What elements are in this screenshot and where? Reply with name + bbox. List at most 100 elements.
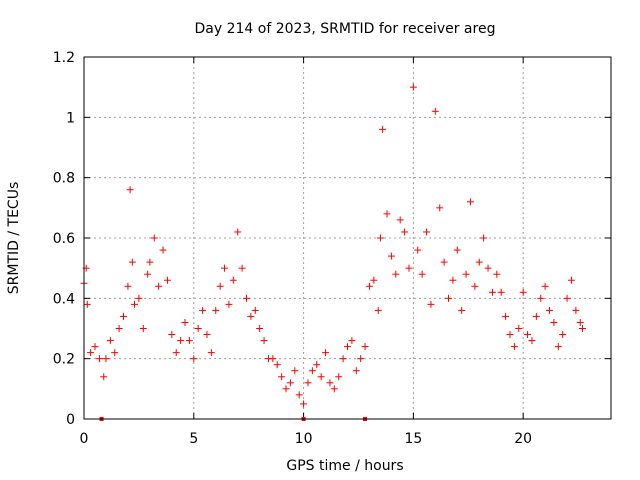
data-point [344, 343, 351, 351]
data-point [128, 258, 136, 266]
data-point [458, 306, 466, 314]
data-point [282, 385, 290, 393]
y-tick-label: 0.6 [53, 231, 75, 247]
data-point [207, 349, 215, 357]
data-point [131, 300, 139, 308]
data-point [396, 216, 404, 224]
data-point [405, 264, 413, 272]
data-point [251, 306, 259, 314]
data-point [242, 294, 250, 302]
data-point [330, 385, 338, 393]
data-point [146, 258, 154, 266]
data-point [124, 282, 132, 290]
data-point [361, 343, 369, 351]
data-point [286, 379, 294, 387]
x-axis-label: GPS time / hours [286, 458, 403, 474]
data-point [194, 325, 202, 332]
data-point [190, 355, 198, 363]
data-point [260, 337, 268, 345]
data-point [102, 355, 110, 363]
data-point [352, 367, 360, 375]
data-point [427, 300, 435, 308]
data-point [273, 361, 281, 369]
data-point [414, 246, 422, 254]
data-point [480, 234, 488, 242]
x-tick-label: 15 [404, 431, 422, 447]
tick-label-layer: 0 0.2 0.4 0.6 0.8 1 1.2 0 5 10 15 20 [53, 50, 532, 447]
data-point [559, 331, 567, 339]
data-point [466, 198, 474, 206]
data-point [357, 355, 365, 363]
data-point [83, 300, 91, 308]
data-point [365, 282, 373, 290]
data-point [471, 282, 479, 290]
data-point [379, 125, 387, 133]
data-point [256, 325, 264, 332]
data-point [497, 288, 505, 296]
data-point [453, 246, 461, 254]
data-point [510, 343, 518, 351]
data-point [572, 306, 580, 314]
data-point [120, 312, 128, 320]
data-point [436, 204, 444, 212]
data-point [418, 270, 426, 278]
data-point [567, 276, 575, 284]
data-point [524, 331, 532, 339]
data-point [532, 312, 540, 320]
data-point [374, 306, 382, 314]
data-point [326, 379, 334, 387]
data-point [181, 318, 189, 326]
chart-title: Day 214 of 2023, SRMTID for receiver are… [195, 21, 496, 37]
y-tick-label: 0 [66, 412, 75, 428]
data-point [546, 306, 554, 314]
data-point [322, 349, 330, 357]
data-point [578, 325, 586, 332]
data-point [550, 318, 558, 326]
data-point [392, 270, 400, 278]
data-point [462, 270, 470, 278]
data-point [168, 331, 176, 339]
y-tick-label: 1 [66, 110, 75, 126]
x-tick-label: 5 [189, 431, 198, 447]
data-point [199, 306, 207, 314]
data-point [376, 234, 384, 242]
data-point [159, 246, 167, 254]
data-point [484, 264, 492, 272]
data-point [317, 373, 325, 381]
data-point [387, 252, 395, 260]
data-point [506, 331, 514, 339]
y-tick-label: 0.8 [53, 171, 75, 187]
data-point [576, 318, 584, 326]
data-point [370, 276, 378, 284]
data-point [163, 276, 171, 284]
y-axis-label: SRMTID / TECUs [6, 182, 22, 295]
data-point [335, 373, 343, 381]
data-point [238, 264, 246, 272]
x-tick-label: 0 [80, 431, 89, 447]
data-point [528, 337, 536, 345]
data-point [409, 83, 417, 91]
data-point [100, 373, 108, 381]
data-point [537, 294, 545, 302]
x-tick-label: 20 [514, 431, 532, 447]
data-point [229, 276, 237, 284]
data-point [295, 391, 303, 399]
data-point [115, 325, 123, 332]
data-point [126, 186, 134, 194]
data-point [554, 343, 562, 351]
data-point [221, 264, 229, 272]
data-point [150, 234, 158, 242]
y-tick-label: 1.2 [53, 50, 75, 66]
data-point [203, 331, 211, 339]
data-point [313, 361, 321, 369]
data-point [216, 282, 224, 290]
data-point [269, 355, 277, 363]
data-point [300, 400, 308, 408]
data-point [339, 355, 347, 363]
data-point [91, 343, 99, 351]
data-point [139, 325, 147, 332]
data-point [445, 294, 453, 302]
data-point [135, 294, 143, 302]
